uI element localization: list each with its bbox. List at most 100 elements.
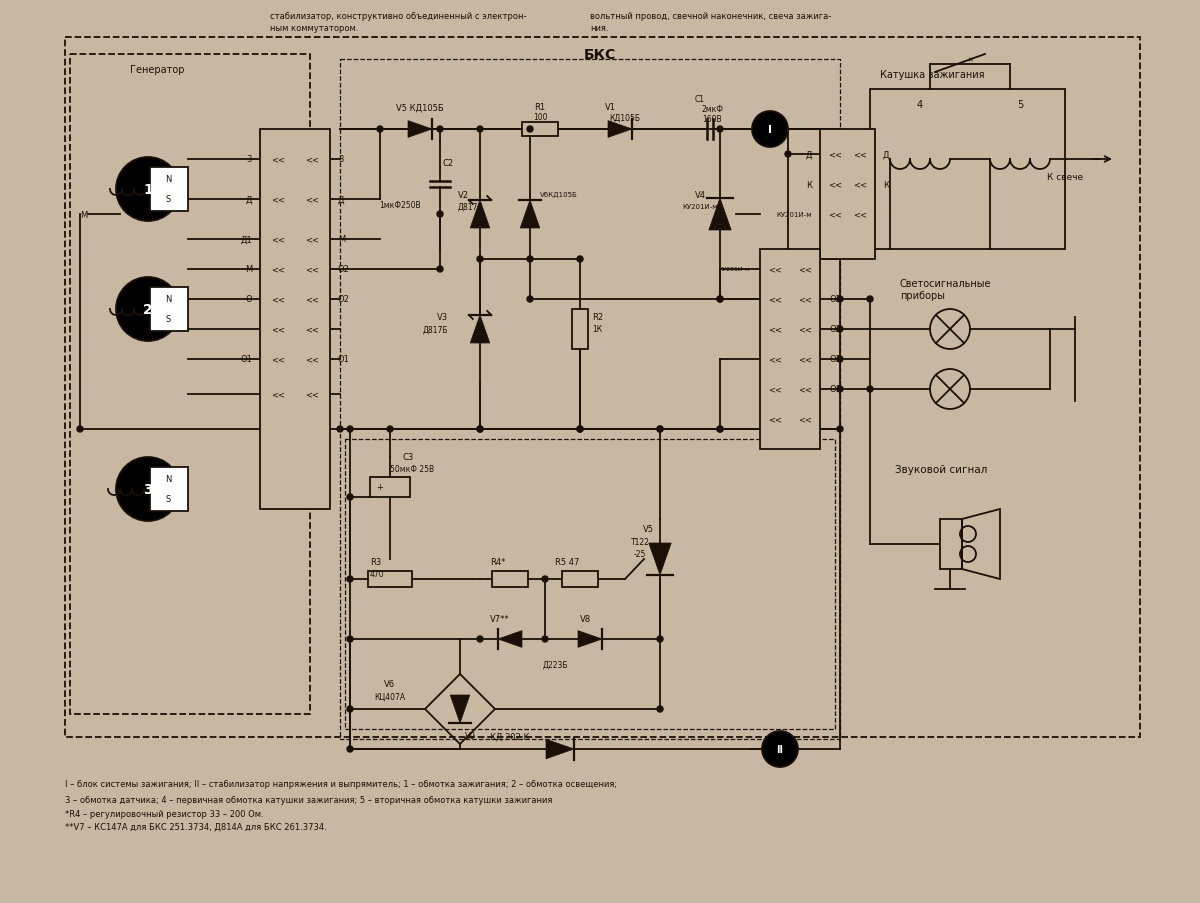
Text: V6КД105Б: V6КД105Б [540, 191, 577, 198]
Text: **V7 – КС147А для БКС 251.3734, Д814А для БКС 261.3734.: **V7 – КС147А для БКС 251.3734, Д814А дл… [65, 822, 326, 831]
Bar [65, 38, 1140, 737]
Bar [492, 572, 528, 587]
Text: <<: << [305, 195, 319, 204]
Circle shape [785, 152, 791, 158]
Text: 2мкФ: 2мкФ [701, 106, 722, 115]
Text: V2: V2 [458, 191, 469, 200]
Text: КУ201И-м: КУ201И-м [719, 267, 750, 272]
Text: 3: 3 [247, 155, 252, 164]
Text: <<: << [853, 181, 866, 190]
Circle shape [718, 126, 722, 133]
Bar [522, 123, 558, 137]
Text: КУ201И-м: КУ201И-м [776, 212, 812, 218]
Bar [150, 468, 188, 511]
Text: Катушка зажигания: Катушка зажигания [880, 70, 984, 79]
Text: <<: << [768, 355, 782, 364]
Circle shape [527, 256, 533, 263]
Text: <<: << [828, 181, 842, 190]
Text: 4: 4 [917, 100, 923, 110]
Circle shape [377, 126, 383, 133]
Text: S: S [166, 195, 170, 204]
Text: <<: << [271, 236, 286, 244]
Polygon shape [450, 695, 470, 723]
Circle shape [658, 426, 662, 433]
Text: V3: V3 [437, 313, 448, 322]
Polygon shape [709, 199, 731, 231]
Text: V9: V9 [464, 731, 475, 740]
Circle shape [718, 426, 722, 433]
Text: <<: << [271, 390, 286, 399]
Text: М: М [338, 236, 346, 244]
Polygon shape [649, 544, 671, 575]
Text: <<: << [271, 325, 286, 334]
Text: N: N [164, 175, 172, 184]
Text: *R4 – регулировочный резистор 33 – 200 Ом.: *R4 – регулировочный резистор 33 – 200 О… [65, 809, 264, 818]
Circle shape [437, 266, 443, 273]
Text: Т122: Т122 [630, 538, 649, 547]
Text: V7**: V7** [490, 615, 510, 624]
Text: <<: << [768, 295, 782, 304]
Bar [572, 310, 588, 349]
Text: БКС: БКС [584, 48, 616, 62]
Text: S: S [166, 315, 170, 324]
Text: <<: << [271, 295, 286, 304]
Circle shape [478, 426, 482, 433]
Circle shape [478, 637, 482, 642]
Polygon shape [408, 122, 432, 138]
Text: стабилизатор, конструктивно объединенный с электрон-: стабилизатор, конструктивно объединенный… [270, 12, 527, 21]
Text: О1: О1 [240, 355, 252, 364]
Text: N: N [164, 475, 172, 484]
Circle shape [116, 158, 180, 222]
Text: <<: << [798, 325, 812, 334]
Circle shape [478, 256, 482, 263]
Text: <<: << [305, 265, 319, 275]
Text: К свече: К свече [1046, 173, 1084, 182]
Text: 1: 1 [143, 182, 152, 197]
Text: <<: << [768, 415, 782, 424]
Polygon shape [470, 316, 490, 344]
Text: <<: << [305, 236, 319, 244]
Text: 100: 100 [533, 114, 547, 123]
Text: КЦ407А: КЦ407А [374, 692, 406, 701]
Text: R5 47: R5 47 [554, 558, 580, 567]
Text: 160В: 160В [702, 116, 722, 125]
Text: I: I [768, 125, 772, 135]
Text: О1: О1 [830, 385, 842, 394]
Circle shape [116, 278, 180, 341]
Text: С3: С3 [402, 453, 414, 462]
Bar [70, 55, 310, 714]
Bar [340, 60, 840, 740]
Text: К: К [806, 181, 812, 190]
Circle shape [542, 576, 548, 582]
Polygon shape [498, 631, 522, 647]
Bar [760, 250, 820, 450]
Text: О2: О2 [338, 295, 350, 304]
Text: <<: << [798, 265, 812, 275]
Text: R4*: R4* [491, 558, 505, 567]
Text: Д: Д [246, 195, 252, 204]
Text: <<: << [271, 355, 286, 364]
Bar [870, 90, 1066, 250]
Text: КД105Б: КД105Б [610, 114, 641, 123]
Circle shape [577, 426, 583, 433]
Text: О1: О1 [338, 355, 350, 364]
Text: 1мкФ250В: 1мкФ250В [379, 200, 421, 209]
Circle shape [718, 297, 722, 303]
Bar [150, 168, 188, 212]
Polygon shape [470, 200, 490, 228]
Text: V1: V1 [605, 103, 616, 112]
Circle shape [437, 126, 443, 133]
Circle shape [866, 386, 874, 393]
Polygon shape [578, 631, 602, 647]
Circle shape [577, 256, 583, 263]
Bar [346, 440, 835, 730]
Circle shape [437, 212, 443, 218]
Circle shape [527, 126, 533, 133]
Text: <<: << [305, 155, 319, 164]
Text: К: К [883, 181, 889, 190]
Circle shape [478, 426, 482, 433]
Text: С1: С1 [695, 96, 706, 105]
Circle shape [577, 426, 583, 433]
Text: 3: 3 [143, 482, 152, 497]
Text: R2: R2 [592, 313, 604, 322]
